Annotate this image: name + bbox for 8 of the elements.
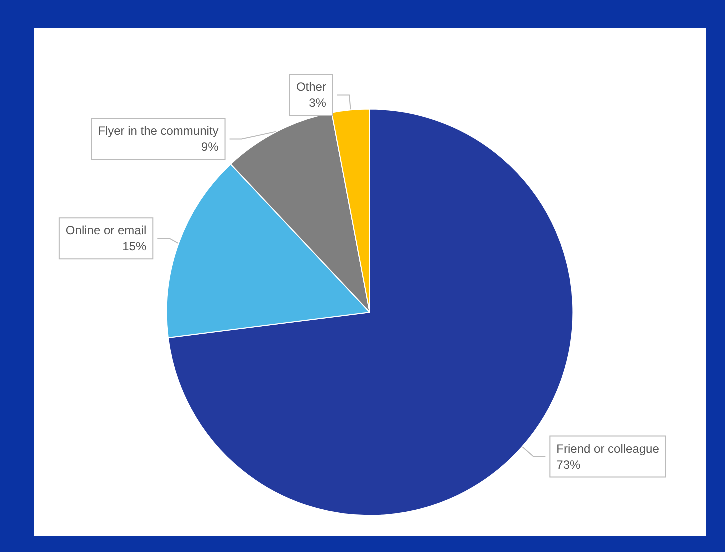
slice-label: Flyer in the community	[98, 124, 219, 138]
slice-label: Friend or colleague	[556, 442, 660, 456]
slice-label: Online or email	[66, 224, 147, 238]
slice-label: Other	[296, 80, 326, 94]
data-label: 73%	[556, 458, 582, 472]
data-label: 3%	[309, 96, 327, 110]
data-label: 9%	[201, 140, 220, 154]
data-label: 15%	[122, 240, 147, 254]
